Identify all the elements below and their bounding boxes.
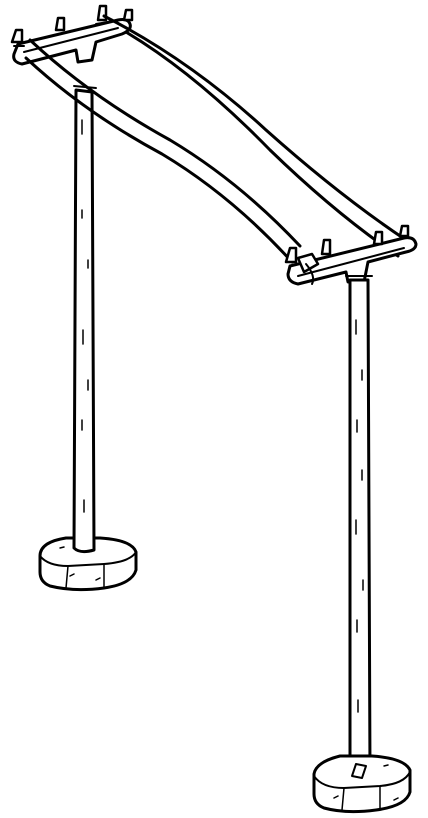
- right-crossarm: [284, 224, 418, 286]
- right-base: [312, 754, 412, 814]
- left-crossarm: [10, 4, 134, 66]
- back-wire: [102, 14, 408, 242]
- front-wire: [28, 38, 302, 248]
- left-pole: [72, 88, 96, 554]
- right-post-assembly: [284, 224, 418, 814]
- left-post-assembly: [10, 4, 138, 592]
- right-pole: [348, 278, 372, 777]
- wires: [24, 14, 408, 264]
- left-base: [38, 536, 138, 592]
